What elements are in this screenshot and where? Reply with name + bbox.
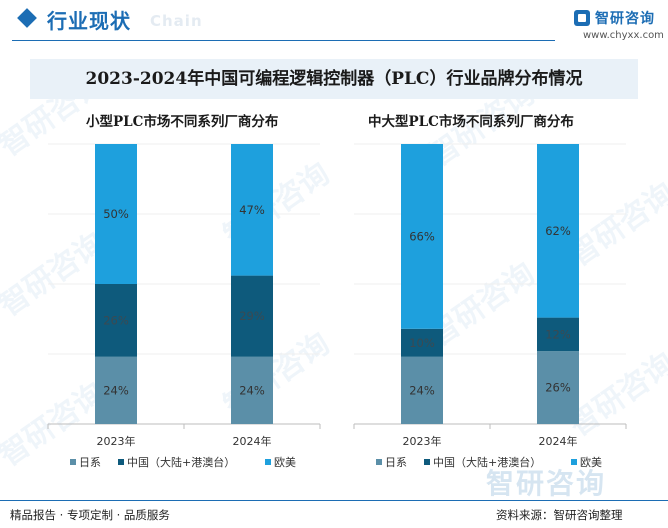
bar-segment [537,317,579,352]
data-label: 50% [103,207,129,221]
legend-label: 欧美 [274,456,296,469]
title-band: 2023-2024年中国可编程逻辑控制器（PLC）行业品牌分布情况 [30,59,638,99]
legend-swatch [118,459,124,465]
chart-title-large-plc: 中大型PLC市场不同系列厂商分布 [368,114,574,130]
data-label: 10% [409,336,435,350]
data-label: 29% [239,309,265,323]
footer-slogan: 精品报告 · 专项定制 · 品质服务 [10,508,170,522]
legend-swatch [70,459,76,465]
x-tick-label: 2024年 [233,434,272,448]
bar-segment [231,356,273,424]
bar-segment [401,328,443,357]
data-label: 24% [103,383,129,397]
bar-segment [231,144,273,276]
watermark-logo: 智研咨询 [486,467,607,500]
x-tick-label: 2024年 [539,434,578,448]
diamond-icon [17,8,37,28]
data-label: 24% [409,383,435,397]
bar-segment [95,144,137,284]
data-label: 24% [239,383,265,397]
legend-swatch [571,459,577,465]
legend-label: 日系 [79,456,101,469]
legend-swatch [265,459,271,465]
page-footer: 精品报告 · 专项定制 · 品质服务 资料来源：智研咨询整理 [0,500,668,528]
brand-name: 智研咨询 [595,11,655,27]
bar-segment [537,144,579,318]
chart-title-small-plc: 小型PLC市场不同系列厂商分布 [86,114,279,130]
data-source: 资料来源：智研咨询整理 [496,508,623,522]
brand-logo-icon [574,10,590,26]
data-label: 62% [545,224,571,238]
x-tick-label: 2023年 [403,434,442,448]
brand-logo: 智研咨询 www.chyxx.com [573,7,664,43]
bar-segment [537,351,579,424]
brand-url: www.chyxx.com [583,30,664,41]
data-label: 66% [409,229,435,243]
legend-label: 中国（大陆+港澳台） [127,455,235,469]
bar-segment [401,356,443,424]
bar-segment [95,284,137,357]
header-divider [12,40,555,41]
page-header: 行业现状 Chain 智研咨询 www.chyxx.com [0,0,668,42]
footer-divider [0,500,668,501]
main-title: 2023-2024年中国可编程逻辑控制器（PLC）行业品牌分布情况 [85,69,583,89]
legend-label: 中国（大陆+港澳台） [433,455,541,469]
data-label: 26% [103,313,129,327]
x-tick-label: 2023年 [97,434,136,448]
legend-swatch [424,459,430,465]
header-ghost-text: Chain [150,12,203,30]
bar-segment [95,356,137,424]
bar-segment [231,275,273,357]
data-label: 12% [545,327,571,341]
section-title: 行业现状 [47,9,131,33]
bar-segment [401,144,443,329]
data-label: 26% [545,381,571,395]
legend-label: 日系 [385,456,407,469]
data-label: 47% [239,203,265,217]
legend-swatch [376,459,382,465]
legend-label: 欧美 [580,456,602,469]
